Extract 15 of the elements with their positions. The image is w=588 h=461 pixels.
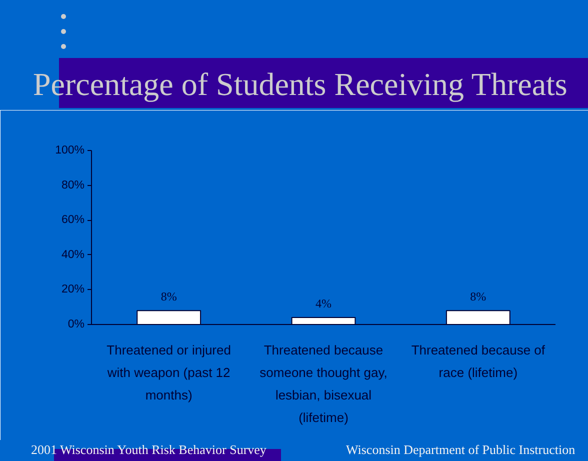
y-tick-label: 60% [61, 214, 85, 226]
chart-title: Percentage of Students Receiving Threats [33, 66, 568, 102]
y-tick-label: 40% [61, 248, 85, 261]
x-tick-label: Threatened or injured with weapon (past 12 months) [106, 342, 231, 402]
text: Wisconsin Department of Public Instruction [346, 442, 576, 458]
text: 2001 Wisconsin Youth Risk Behavior Survey [31, 442, 266, 458]
y-tick-label: 0% [68, 318, 85, 330]
data-label: 8% [160, 290, 177, 304]
x-tick-label: Threatened because someone thought gay, lesbian, bisexual (lifetime) [260, 342, 388, 425]
data-label: 4% [316, 296, 332, 311]
y-tick-label: 100% [55, 144, 85, 156]
y-tick-label: 20% [61, 284, 85, 296]
x-tick-label: Threatened because of race (lifetime) [411, 342, 546, 380]
y-tick-label: 80% [61, 179, 85, 192]
data-label: 8% [470, 290, 486, 304]
